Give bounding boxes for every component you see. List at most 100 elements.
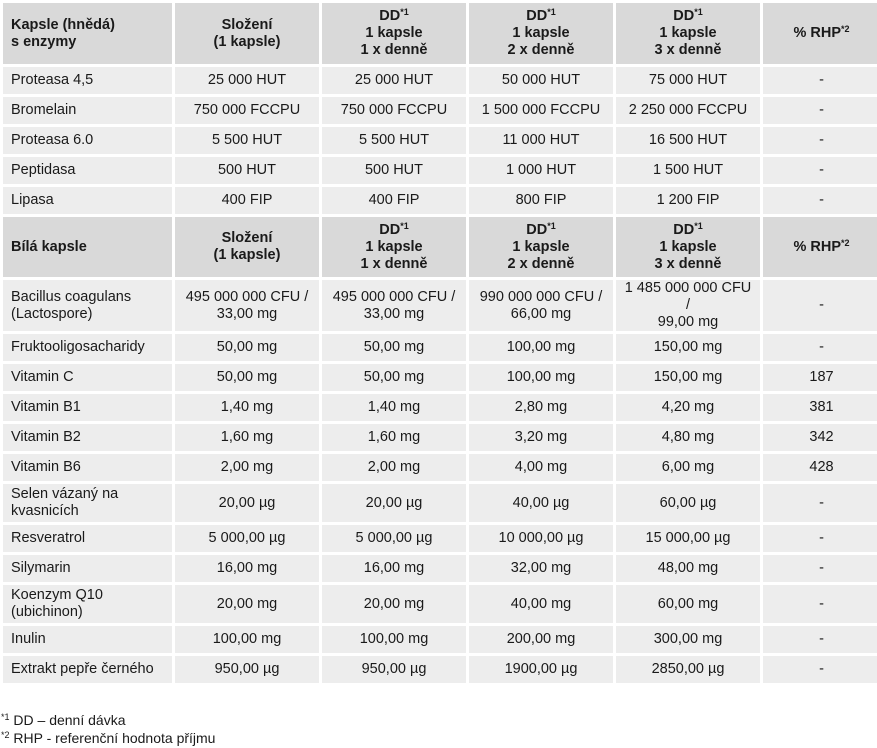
cell-dd3: 1 500 HUT (616, 157, 760, 184)
cell-dd3: 15 000,00 µg (616, 525, 760, 552)
cell-dd3: 6,00 mg (616, 454, 760, 481)
ingredient-text: (ubichinon) (11, 604, 83, 620)
cell-dd3: 75 000 HUT (616, 67, 760, 94)
cell-text: 50,00 mg (363, 369, 425, 385)
cell-dd1: 2,00 mg (322, 454, 466, 481)
ingredient-name: Extrakt pepře černého (3, 656, 172, 683)
cell-slozeni: 5 000,00 µg (175, 525, 319, 552)
cell-text: 990 000 000 CFU / (479, 288, 603, 305)
footnote-ref: *2 (841, 24, 850, 34)
cell-dd2: 1 500 000 FCCPU (469, 97, 613, 124)
cell-dd2: 1 000 HUT (469, 157, 613, 184)
ingredient-name: Vitamin C (3, 364, 172, 391)
ingredient-text: Vitamin B2 (11, 429, 81, 445)
table-row: Vitamin B6 2,00 mg 2,00 mg 4,00 mg 6,00 mg 42… (3, 454, 877, 481)
cell-dd1: 100,00 mg (322, 626, 466, 653)
cell-dd3: 2850,00 µg (616, 656, 760, 683)
cell-rhp: - (763, 97, 877, 124)
ingredient-name: Inulin (3, 626, 172, 653)
header-capsule-name: Kapsle (hnědá) s enzymy (3, 3, 172, 64)
cell-text: 1 485 000 000 CFU / (624, 280, 752, 313)
ingredient-name: Vitamin B1 (3, 394, 172, 421)
header-dd1: DD*1 1 kapsle 1 x denně (322, 217, 466, 277)
cell-dd1: 500 HUT (322, 157, 466, 184)
ingredient-name: Proteasa 6.0 (3, 127, 172, 154)
cell-dd1: 950,00 µg (322, 656, 466, 683)
cell-rhp: - (763, 127, 877, 154)
cell-dd2: 32,00 mg (469, 555, 613, 582)
cell-rhp: 342 (763, 424, 877, 451)
composition-table: Kapsle (hnědá) s enzymy Složení (1 kapsle) D… (3, 3, 877, 683)
cell-dd3: 48,00 mg (616, 555, 760, 582)
cell-text: 150,00 mg (653, 339, 723, 355)
cell-text: 33,00 mg (363, 305, 425, 322)
header-dd3: DD*1 1 kapsle 3 x denně (616, 217, 760, 277)
cell-text: 33,00 mg (216, 305, 278, 322)
ingredient-name: Selen vázaný na kvasnicích (3, 484, 172, 522)
cell-dd3: 60,00 µg (616, 484, 760, 522)
ingredient-name: Bacillus coagulans (Lactospore) (3, 280, 172, 331)
footnote-ref: *1 (400, 220, 409, 231)
cell-text: 16,00 mg (216, 560, 278, 576)
cell-dd1: 495 000 000 CFU /33,00 mg (322, 280, 466, 331)
ingredient-text: Fruktooligosacharidy (11, 339, 145, 355)
cell-rhp: 187 (763, 364, 877, 391)
cell-text: 300,00 mg (653, 631, 723, 647)
header-row: Kapsle (hnědá) s enzymy Složení (1 kapsle) D… (3, 3, 877, 64)
header-text: Bílá kapsle (11, 238, 87, 255)
cell-text: 66,00 mg (510, 305, 572, 322)
cell-slozeni: 50,00 mg (175, 334, 319, 361)
cell-text: 950,00 µg (361, 661, 427, 677)
cell-text: 32,00 mg (510, 560, 572, 576)
table-row: Peptidasa 500 HUT 500 HUT 1 000 HUT 1 500 HU… (3, 157, 877, 184)
ingredient-name: Silymarin (3, 555, 172, 582)
header-text: s enzymy (11, 33, 77, 50)
header-dd1: DD*1 1 kapsle 1 x denně (322, 3, 466, 64)
table-row: Silymarin 16,00 mg 16,00 mg 32,00 mg 48,00 m… (3, 555, 877, 582)
footnote-ref: *1 (400, 7, 409, 17)
cell-rhp: - (763, 525, 877, 552)
cell-text: 60,00 µg (659, 494, 717, 511)
ingredient-name: Peptidasa (3, 157, 172, 184)
cell-text: 150,00 mg (653, 369, 723, 385)
cell-text: 20,00 µg (365, 494, 423, 511)
footnote-rhp: *2 RHP - referenční hodnota příjmu (1, 730, 215, 747)
cell-text: 2,80 mg (514, 399, 568, 415)
dd-heading: DD*1 (526, 221, 555, 238)
cell-rhp: - (763, 334, 877, 361)
cell-text: 4,00 mg (514, 459, 568, 475)
cell-rhp: - (763, 157, 877, 184)
dd-heading: DD*1 (379, 220, 409, 238)
dd-heading: DD*1 (379, 7, 409, 25)
footnote-ref: *2 (841, 237, 850, 248)
header-slozeni: Složení (1 kapsle) (175, 217, 319, 277)
header-text: Složení (221, 16, 273, 33)
dd-capsules: 1 kapsle (659, 25, 717, 41)
cell-text: 20,00 mg (363, 595, 425, 612)
header-dd2: DD*1 1 kapsle 2 x denně (469, 3, 613, 64)
cell-dd1: 50,00 mg (322, 364, 466, 391)
cell-slozeni: 5 500 HUT (175, 127, 319, 154)
cell-text: 2,00 mg (220, 459, 274, 475)
dd-capsules: 1 kapsle (659, 238, 717, 255)
cell-text: 2850,00 µg (651, 661, 725, 677)
cell-text: 3,20 mg (514, 429, 568, 445)
header-text: (1 kapsle) (213, 247, 281, 263)
table-row: Lipasa 400 FIP 400 FIP 800 FIP 1 200 FIP - (3, 187, 877, 214)
dd-label: DD (673, 8, 695, 24)
ingredient-name: Bromelain (3, 97, 172, 124)
header-text: (1 kapsle) (213, 33, 281, 50)
dd-capsules: 1 kapsle (512, 238, 570, 255)
cell-text: 100,00 mg (359, 631, 429, 647)
ingredient-text: Vitamin B1 (11, 399, 81, 415)
rhp-label: % RHP (793, 25, 842, 41)
ingredient-text: Silymarin (11, 560, 71, 576)
cell-rhp: 381 (763, 394, 877, 421)
cell-text: 5 000,00 µg (208, 530, 286, 546)
cell-text: 495 000 000 CFU / (332, 288, 456, 305)
cell-text: 1,40 mg (367, 399, 421, 415)
cell-rhp: - (763, 280, 877, 331)
ingredient-name: Vitamin B6 (3, 454, 172, 481)
cell-text: 10 000,00 µg (498, 530, 584, 546)
cell-rhp: - (763, 626, 877, 653)
